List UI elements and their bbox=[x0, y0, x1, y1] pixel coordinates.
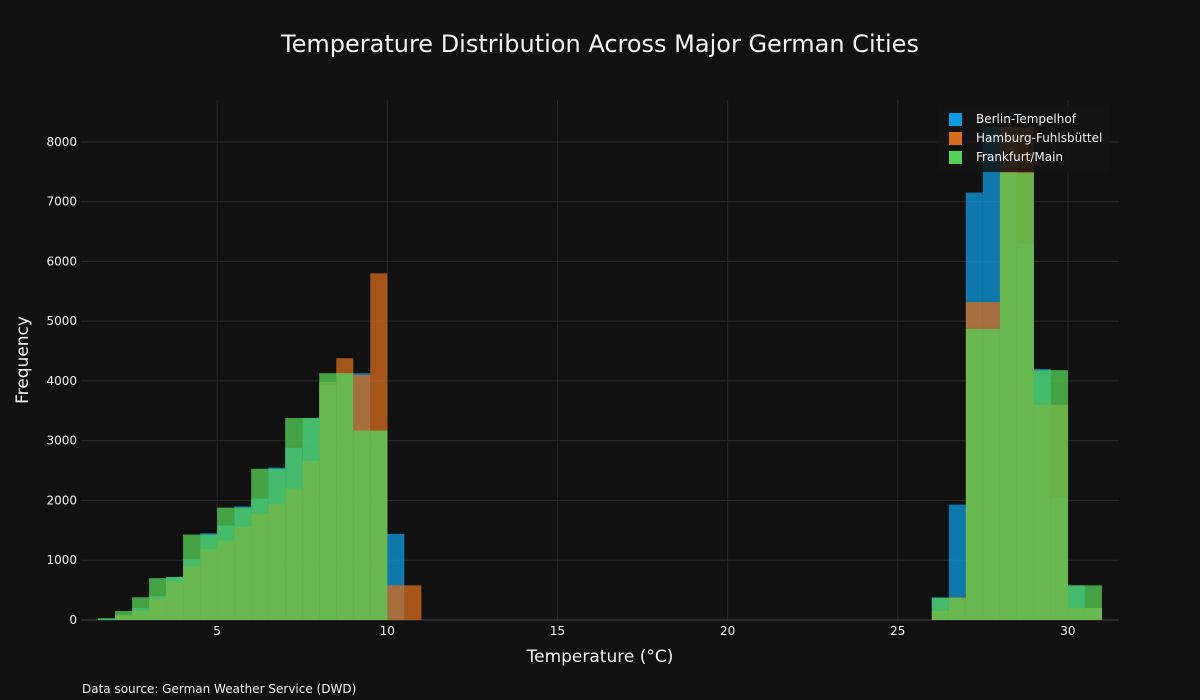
legend-swatch-hamburg bbox=[949, 131, 962, 145]
legend-swatch-berlin bbox=[949, 112, 962, 126]
bar-frankfurt[interactable] bbox=[217, 507, 235, 620]
legend-item-berlin[interactable]: Berlin-Tempelhof bbox=[949, 111, 1076, 127]
bar-frankfurt[interactable] bbox=[931, 597, 949, 620]
legend: Berlin-Tempelhof Hamburg-Fuhlsbüttel Fra… bbox=[937, 105, 1109, 172]
bar-frankfurt[interactable] bbox=[285, 417, 303, 620]
x-tick-label: 20 bbox=[720, 624, 735, 638]
bar-frankfurt[interactable] bbox=[999, 172, 1017, 620]
bar-frankfurt[interactable] bbox=[1084, 585, 1102, 620]
legend-swatch-frankfurt bbox=[949, 150, 962, 164]
legend-item-hamburg[interactable]: Hamburg-Fuhlsbüttel bbox=[949, 130, 1102, 146]
data-source-note: Data source: German Weather Service (DWD… bbox=[82, 682, 357, 696]
bar-frankfurt[interactable] bbox=[115, 611, 133, 620]
y-tick-labels: 0 1000 2000 3000 4000 5000 6000 7000 8000 bbox=[46, 135, 77, 627]
bar-frankfurt[interactable] bbox=[1033, 370, 1051, 620]
bar-frankfurt[interactable] bbox=[166, 576, 184, 620]
y-tick-label: 7000 bbox=[46, 195, 77, 209]
legend-label-frankfurt: Frankfurt/Main bbox=[976, 150, 1064, 164]
bar-frankfurt[interactable] bbox=[183, 534, 201, 620]
y-axis-title: Frequency bbox=[13, 316, 33, 404]
bar-frankfurt[interactable] bbox=[965, 328, 983, 620]
chart-title: Temperature Distribution Across Major Ge… bbox=[280, 30, 919, 58]
bar-frankfurt[interactable] bbox=[1016, 172, 1034, 620]
y-tick-label: 3000 bbox=[46, 434, 77, 448]
x-axis-title: Temperature (°C) bbox=[526, 647, 674, 667]
y-tick-label: 4000 bbox=[46, 374, 77, 388]
bar-frankfurt[interactable] bbox=[1050, 370, 1068, 620]
x-tick-label: 25 bbox=[890, 624, 905, 638]
x-tick-labels: 5 10 15 20 25 30 bbox=[213, 624, 1075, 638]
y-tick-label: 8000 bbox=[46, 135, 77, 149]
bar-frankfurt[interactable] bbox=[268, 468, 286, 620]
bar-frankfurt[interactable] bbox=[1067, 585, 1085, 620]
y-tick-label: 5000 bbox=[46, 314, 77, 328]
x-tick-label: 15 bbox=[550, 624, 565, 638]
bar-frankfurt[interactable] bbox=[132, 597, 150, 620]
bar-frankfurt[interactable] bbox=[98, 618, 116, 620]
y-tick-label: 2000 bbox=[46, 493, 77, 507]
legend-label-hamburg: Hamburg-Fuhlsbüttel bbox=[976, 131, 1103, 145]
x-tick-label: 30 bbox=[1060, 624, 1075, 638]
bar-berlin[interactable] bbox=[948, 504, 966, 620]
x-tick-label: 5 bbox=[213, 624, 221, 638]
bar-frankfurt[interactable] bbox=[234, 507, 252, 620]
bar-hamburg[interactable] bbox=[387, 585, 405, 620]
legend-label-berlin: Berlin-Tempelhof bbox=[976, 112, 1076, 126]
bar-frankfurt[interactable] bbox=[319, 373, 337, 620]
bar-hamburg[interactable] bbox=[404, 585, 422, 620]
y-tick-label: 1000 bbox=[46, 553, 77, 567]
bar-frankfurt[interactable] bbox=[200, 534, 218, 620]
bar-frankfurt[interactable] bbox=[336, 373, 354, 620]
bar-frankfurt[interactable] bbox=[982, 328, 1000, 620]
bar-frankfurt[interactable] bbox=[251, 468, 269, 620]
legend-item-frankfurt[interactable]: Frankfurt/Main bbox=[949, 149, 1063, 165]
x-tick-label: 10 bbox=[380, 624, 395, 638]
y-tick-label: 6000 bbox=[46, 254, 77, 268]
bar-frankfurt[interactable] bbox=[302, 417, 320, 620]
y-tick-label: 0 bbox=[69, 613, 77, 627]
bar-frankfurt[interactable] bbox=[149, 578, 167, 620]
bar-frankfurt[interactable] bbox=[353, 430, 371, 620]
bar-frankfurt[interactable] bbox=[948, 597, 966, 620]
bar-frankfurt[interactable] bbox=[370, 430, 388, 620]
bars bbox=[98, 126, 1102, 621]
